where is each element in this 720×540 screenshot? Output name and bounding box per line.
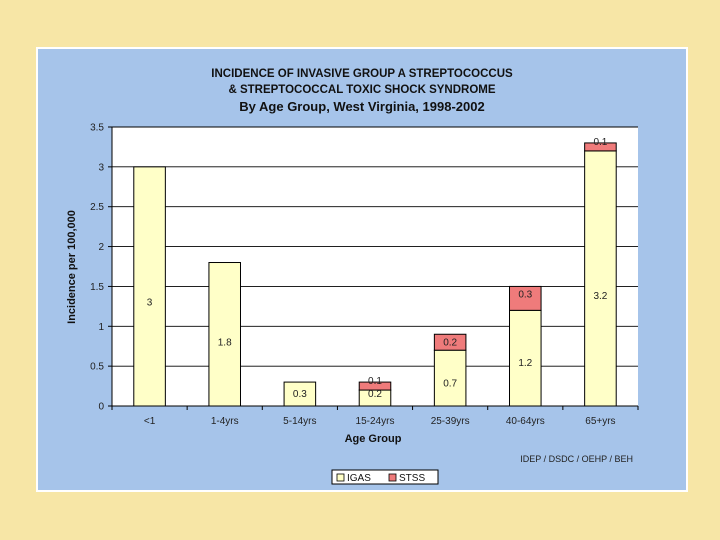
- data-label-igas-3: 0.2: [368, 389, 382, 400]
- data-label-stss-4: 0.2: [443, 337, 457, 348]
- data-label-igas-4: 0.7: [443, 378, 457, 389]
- bar-igas-0: [133, 166, 166, 407]
- legend-swatch-stss: [388, 473, 397, 482]
- legend-swatch-igas: [336, 473, 345, 482]
- legend-label-igas: IGAS: [347, 473, 371, 484]
- y-tick-label: 0: [98, 402, 104, 413]
- x-tick-label: <1: [144, 416, 156, 427]
- axes: [111, 127, 639, 410]
- plot-background: [112, 127, 638, 406]
- chart-title-group: INCIDENCE OF INVASIVE GROUP A STREPTOCOC…: [211, 68, 513, 114]
- y-axis-label: Incidence per 100,000: [66, 210, 78, 324]
- bar-igas-4: [433, 349, 467, 407]
- y-tick-label: 1: [98, 322, 104, 333]
- bar-igas-1: [208, 262, 241, 407]
- x-tick-label: 15-24yrs: [356, 416, 395, 427]
- bar-igas-6: [584, 150, 617, 407]
- data-label-stss-5: 0.3: [518, 289, 532, 300]
- data-label-igas-1: 1.8: [218, 338, 232, 349]
- x-tick-labels: <1 1-4yrs 5-14yrs 15-24yrs 25-39yrs 40-64yrs 6…: [144, 416, 616, 427]
- y-tick-labels: 0 0.5 1 1.5 2 2.5 3 3.5: [90, 123, 112, 413]
- x-tick-label: 1-4yrs: [211, 416, 239, 427]
- x-tick-label: 40-64yrs: [506, 416, 545, 427]
- data-label-stss-3: 0.1: [368, 376, 382, 387]
- bar-stss-6: [584, 142, 617, 152]
- x-axis-label: Age Group: [345, 433, 402, 445]
- bar-stss-4: [433, 333, 467, 351]
- y-tick-label: 3.5: [90, 123, 104, 134]
- x-tick-label: 5-14yrs: [283, 416, 316, 427]
- legend-label-stss: STSS: [399, 473, 425, 484]
- credit-text: IDEP / DSDC / OEHP / BEH: [520, 454, 633, 464]
- legend: IGAS STSS: [331, 469, 439, 485]
- gridlines: [112, 126, 638, 367]
- data-label-igas-2: 0.3: [293, 389, 307, 400]
- bar-stss-3: [358, 381, 392, 391]
- y-tick-label: 0.5: [90, 362, 104, 373]
- y-tick-label: 1.5: [90, 282, 104, 293]
- data-label-stss-6: 0.1: [593, 137, 607, 148]
- y-tick-label: 2.5: [90, 202, 104, 213]
- bar-igas-5: [509, 309, 542, 407]
- x-tick-label: 65+yrs: [585, 416, 615, 427]
- slide-panel: INCIDENCE OF INVASIVE GROUP A STREPTOCOC…: [36, 47, 688, 492]
- chart: INCIDENCE OF INVASIVE GROUP A STREPTOCOC…: [66, 68, 639, 485]
- chart-title-line1: INCIDENCE OF INVASIVE GROUP A STREPTOCOC…: [211, 68, 513, 80]
- y-tick-label: 2: [98, 242, 104, 253]
- data-labels: 3 1.8 0.3 0.2 0.1 0.7 0.2 1.2 0.3 3.2 0.1: [147, 137, 608, 400]
- chart-subtitle: By Age Group, West Virginia, 1998-2002: [239, 99, 484, 114]
- bar-stss-5: [509, 285, 542, 311]
- x-tick-label: 25-39yrs: [431, 416, 470, 427]
- legend-box: [331, 469, 439, 485]
- y-tick-label: 3: [98, 162, 104, 173]
- data-label-igas-0: 3: [147, 298, 153, 309]
- data-label-igas-6: 3.2: [593, 291, 607, 302]
- plot-area: [112, 127, 638, 406]
- chart-title-line2: & STREPTOCOCCAL TOXIC SHOCK SYNDROME: [228, 84, 495, 96]
- data-label-igas-5: 1.2: [518, 358, 532, 369]
